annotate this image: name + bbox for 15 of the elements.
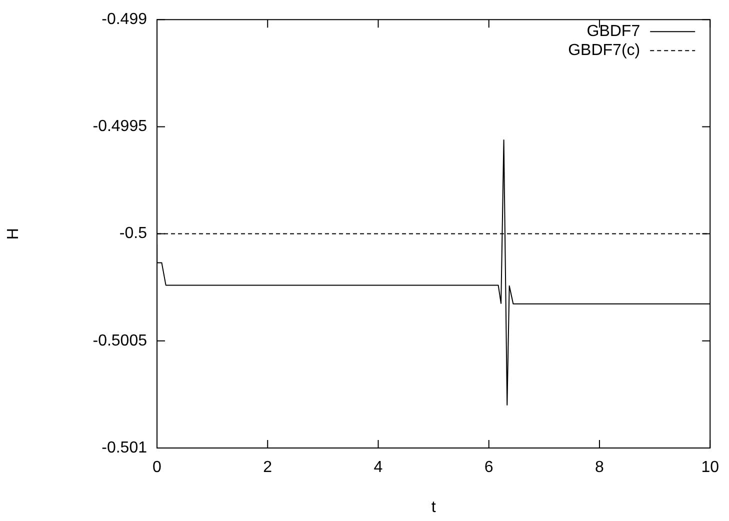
y-tick-label: -0.5005 — [92, 332, 148, 350]
x-axis-title: t — [431, 498, 436, 516]
x-tick-label: 8 — [595, 459, 604, 476]
y-tick-label: -0.5 — [119, 225, 148, 242]
legend-label: GBDF7 — [586, 23, 640, 40]
y-tick-label: -0.4995 — [92, 118, 148, 136]
y-tick-label: -0.501 — [102, 439, 148, 456]
x-tick-label: 10 — [701, 459, 720, 476]
legend-label: GBDF7(c) — [568, 42, 640, 60]
y-tick-label: -0.499 — [102, 11, 148, 28]
y-axis-title: H — [5, 228, 22, 240]
x-tick-label: 2 — [263, 459, 272, 476]
x-tick-label: 6 — [484, 459, 494, 476]
x-tick-label: 0 — [152, 459, 162, 476]
x-tick-label: 4 — [374, 459, 383, 476]
